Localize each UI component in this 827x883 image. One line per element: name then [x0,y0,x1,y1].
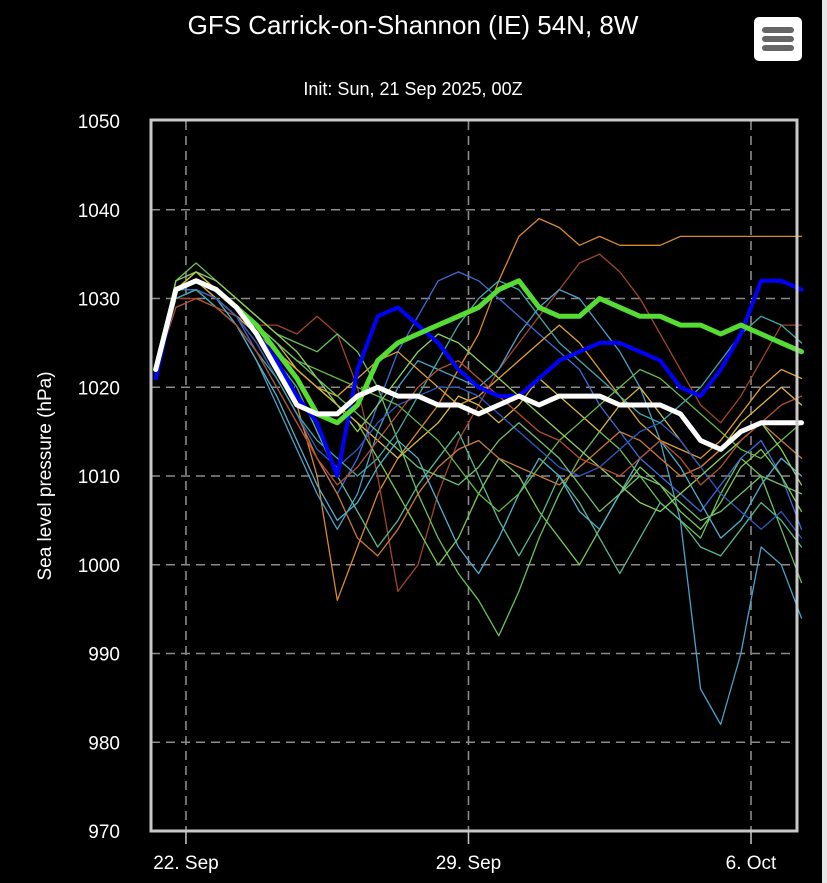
plot-frame [149,118,799,833]
series-line-member-14 [155,271,803,513]
y-tick-label: 1050 [78,112,120,133]
grid [151,121,797,831]
y-tick-label: 1030 [78,290,120,311]
y-tick-label: 1010 [78,467,120,488]
y-tick-label: 970 [88,822,120,843]
series-group [153,217,804,726]
chart-subtitle: Init: Sun, 21 Sep 2025, 00Z [303,79,522,99]
y-tick-label: 990 [88,645,120,666]
y-tick-label: 1000 [78,556,120,577]
series-line-member-7 [155,271,803,468]
series-line-member-10 [155,280,803,575]
y-tick-label: 980 [88,733,120,754]
scrollbar-edge [822,0,827,883]
x-axis: 22. Sep 29. Sep 6. Oct [153,831,777,874]
series-line-operational-run [153,278,804,426]
y-tick-label: 1020 [78,378,120,399]
x-tick-label: 29. Sep [436,853,502,874]
y-axis: 970 980 990 1000 1010 1020 1030 1040 1050 [78,112,120,843]
series-line-member-1 [155,217,803,601]
chart-title: GFS Carrick-on-Shannon (IE) 54N, 8W [188,10,639,40]
series-line-member-5 [155,271,803,530]
series-line-member-6 [155,271,803,566]
series-line-member-13 [155,288,803,539]
hamburger-menu-icon-bar [762,36,794,42]
hamburger-menu-icon [762,27,794,33]
y-axis-label: Sea level pressure (hPa) [35,371,56,580]
x-tick-label: 22. Sep [153,853,219,874]
x-tick-label: 6. Oct [726,853,777,874]
series-line-member-17 [155,280,803,522]
chart-menu-button[interactable] [754,17,802,61]
series-line-ensemble-mean [153,278,804,452]
series-line-member-16 [155,297,803,486]
hamburger-menu-icon-bar [762,45,794,51]
y-tick-label: 1040 [78,201,120,222]
